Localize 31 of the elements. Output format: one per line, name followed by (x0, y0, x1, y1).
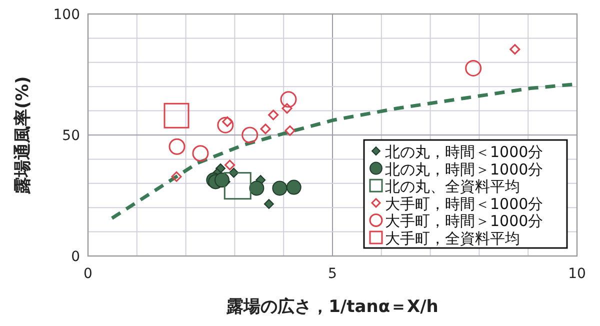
y-tick-label: 100 (53, 7, 80, 23)
y-axis-title: 露場通風率(%) (13, 76, 33, 195)
point (168, 138, 186, 155)
point (171, 171, 182, 182)
point (465, 60, 482, 76)
x-tick-label: 10 (568, 266, 586, 282)
point (192, 145, 209, 162)
point (272, 180, 288, 196)
legend-label: 北の丸，時間＞1000分 (385, 160, 544, 178)
point (249, 180, 264, 196)
point (268, 110, 279, 120)
point (286, 180, 302, 195)
x-tick-label: 0 (84, 266, 92, 282)
point (510, 44, 520, 55)
point (282, 103, 292, 114)
legend-label: 北の丸、全資料平均 (385, 178, 520, 196)
point (242, 126, 258, 144)
legend-label: 大手町，時間＜1000分 (385, 194, 544, 213)
point (284, 125, 296, 136)
legend-label: 北の丸，時間＜1000分 (385, 143, 544, 161)
y-tick-label: 0 (71, 249, 80, 265)
point (260, 124, 271, 134)
legend-label: 大手町，時間＞1000分 (385, 212, 544, 230)
point (264, 198, 274, 209)
point (224, 160, 236, 170)
y-tick-label: 50 (62, 128, 80, 144)
x-tick-label: 5 (328, 266, 337, 282)
point (217, 116, 234, 134)
x-axis-title: 露場の広さ，1/tanα＝X/h (226, 297, 438, 317)
point (280, 91, 297, 108)
legend-label: 大手町，全資料平均 (385, 230, 520, 248)
